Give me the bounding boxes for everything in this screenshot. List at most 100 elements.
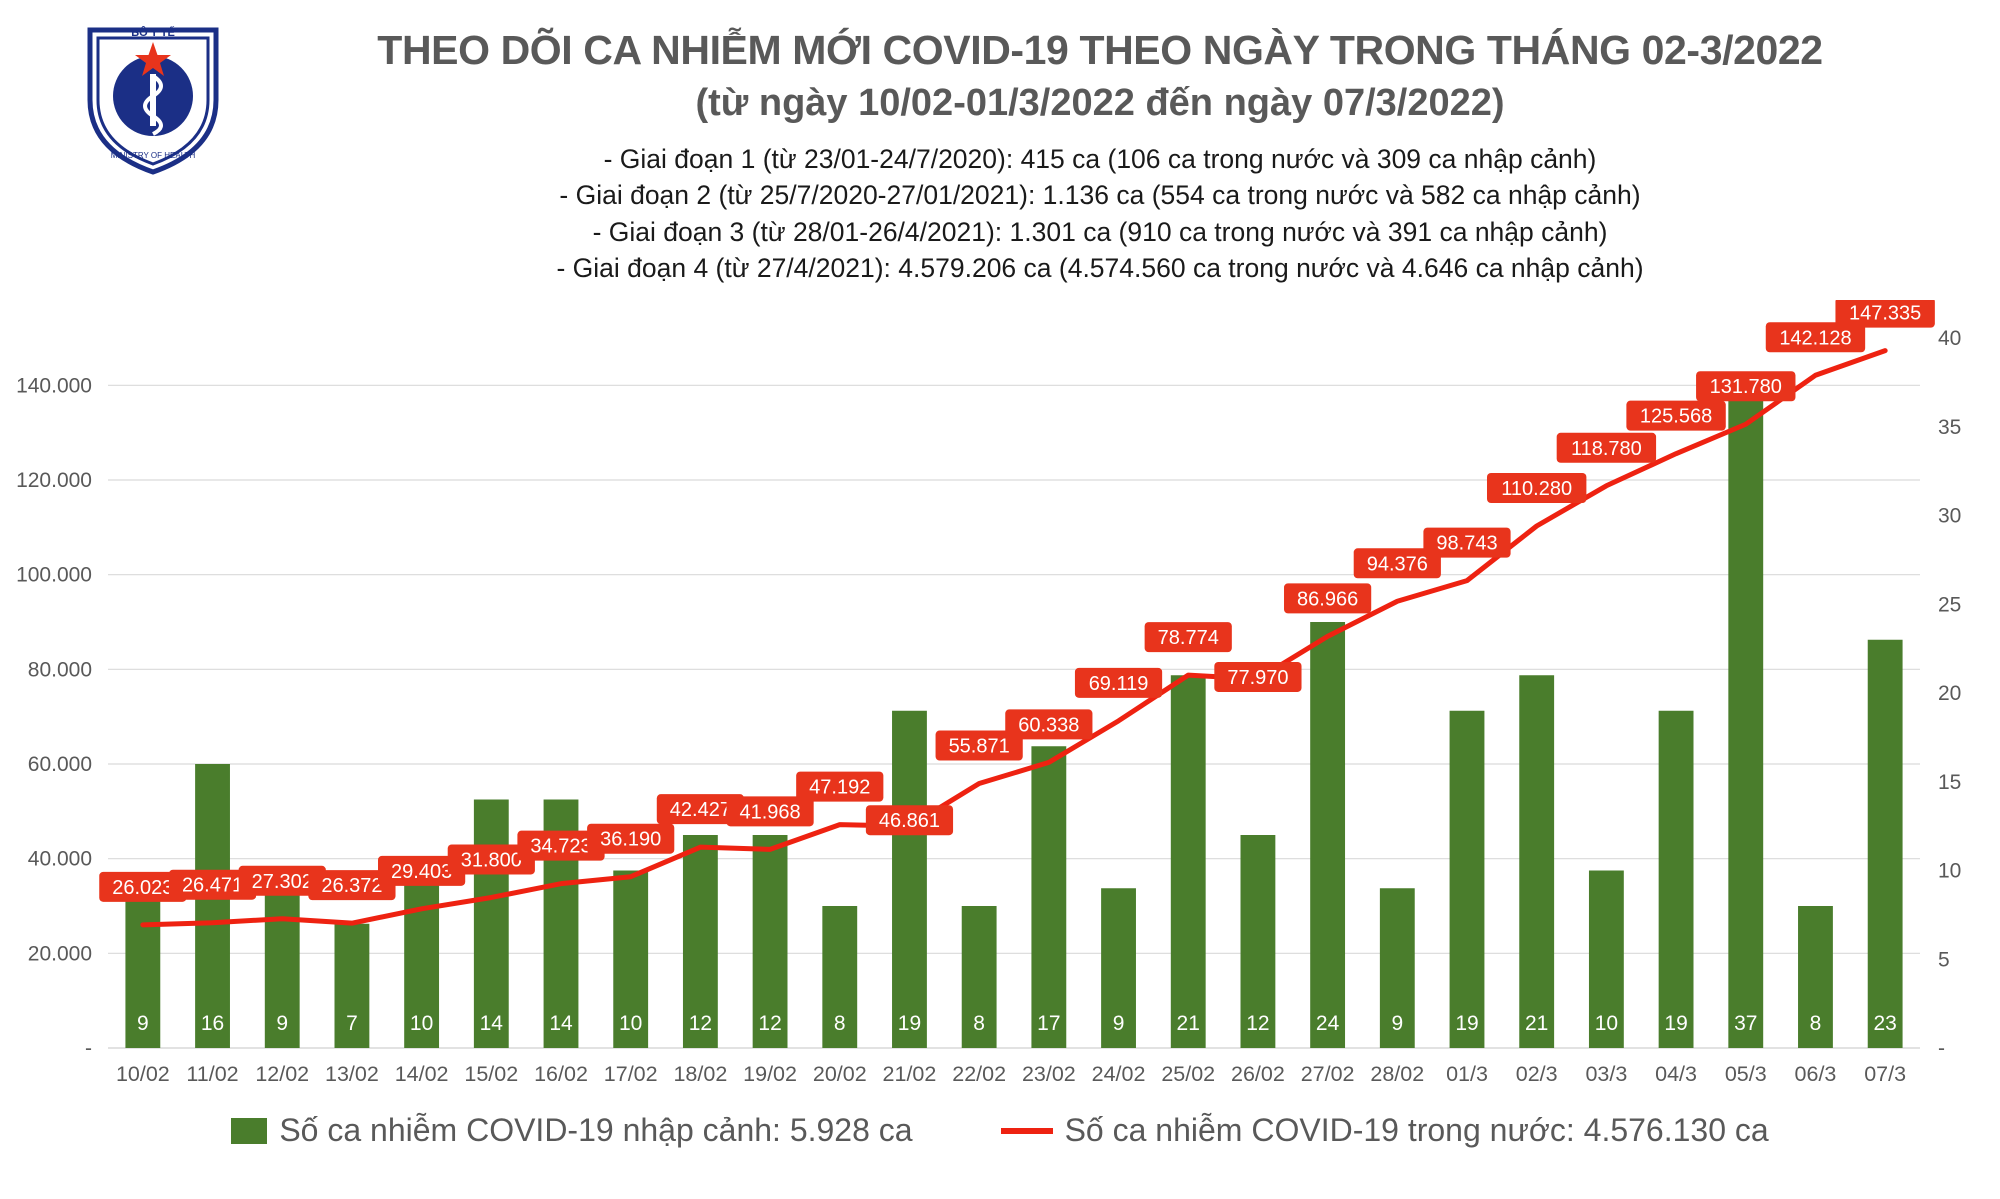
phase-line-3: - Giai đoạn 3 (từ 28/01-26/4/2021): 1.30… — [592, 216, 1608, 247]
bar-imported-cases — [473, 799, 509, 1048]
bar-value-label: 17 — [1037, 1012, 1060, 1035]
legend-swatch-line-icon — [1000, 1127, 1053, 1134]
line-value-label: 147.335 — [1849, 303, 1921, 325]
x-axis-tick-label: 07/3 — [1864, 1062, 1906, 1086]
y-axis-left-tick: 60.000 — [28, 753, 92, 776]
x-axis-tick-label: 23/02 — [1022, 1062, 1076, 1086]
bar-value-label: 16 — [201, 1012, 224, 1035]
bar-imported-cases — [682, 835, 718, 1048]
bar-value-label: 21 — [1525, 1012, 1548, 1035]
line-value-label: 34.723 — [530, 836, 591, 858]
phase-line-4: - Giai đoạn 4 (từ 27/4/2021): 4.579.206 … — [556, 253, 1644, 284]
bar-value-label: 23 — [1873, 1012, 1896, 1035]
chart-header: BỘ Y TẾ MINISTRY OF HEALTH THEO DÕI CA N… — [0, 0, 2000, 320]
bar-value-label: 12 — [689, 1012, 712, 1035]
x-axis-tick-label: 28/02 — [1370, 1062, 1424, 1086]
bar-value-label: 10 — [1595, 1012, 1618, 1035]
line-value-badge — [1074, 667, 1163, 698]
line-value-badge — [1214, 661, 1302, 692]
line-value-badge — [1423, 527, 1511, 558]
line-value-label: 60.338 — [1018, 714, 1079, 736]
bar-imported-cases — [613, 870, 649, 1048]
x-axis-tick-label: 20/02 — [813, 1062, 867, 1086]
x-axis-tick-label: 15/02 — [464, 1062, 518, 1086]
line-value-badge — [1353, 548, 1441, 579]
line-value-badge — [1005, 709, 1093, 740]
x-axis-tick-label: 10/02 — [116, 1062, 170, 1086]
line-value-badge — [1486, 473, 1587, 504]
bar-value-label: 8 — [1810, 1012, 1822, 1035]
line-value-label: 125.568 — [1640, 406, 1712, 428]
phase-line-2: - Giai đoạn 2 (từ 25/7/2020-27/01/2021):… — [559, 180, 1641, 211]
line-value-label: 142.128 — [1779, 327, 1851, 349]
line-value-badge — [168, 869, 257, 900]
legend-swatch-bar-icon — [231, 1117, 268, 1144]
x-axis-tick-label: 18/02 — [673, 1062, 727, 1086]
bar-value-label: 9 — [1113, 1012, 1125, 1035]
chart-legend: Số ca nhiễm COVID-19 nhập cảnh: 5.928 ca… — [0, 1112, 2000, 1149]
bar-imported-cases — [1728, 391, 1764, 1048]
bar-imported-cases — [1449, 710, 1485, 1048]
bar-imported-cases — [752, 835, 788, 1048]
line-value-label: 46.861 — [879, 810, 940, 832]
bar-value-label: 12 — [1246, 1012, 1269, 1035]
bar-value-label: 21 — [1177, 1012, 1200, 1035]
bar-imported-cases — [404, 870, 440, 1048]
chart-subtitle: (từ ngày 10/02-01/3/2022 đến ngày 07/3/2… — [695, 82, 1505, 125]
bar-imported-cases — [1170, 675, 1206, 1048]
bar-value-label: 19 — [898, 1012, 921, 1035]
chart-plot-area: - 20.000 40.000 60.000 80.000 100.000 120.000 1… — [0, 300, 2000, 1100]
bar-imported-cases — [125, 888, 161, 1048]
y-axis-right-tick: 10 — [1938, 860, 1961, 883]
bar-value-label: 9 — [137, 1012, 149, 1035]
bar-imported-cases — [1798, 906, 1833, 1048]
bar-imported-cases — [892, 710, 927, 1048]
line-value-badge — [726, 796, 814, 827]
bar-value-label: 14 — [480, 1012, 504, 1035]
x-axis-tick-label: 16/02 — [534, 1062, 588, 1086]
line-value-label: 41.968 — [739, 801, 800, 823]
line-value-label: 26.372 — [321, 875, 382, 897]
y-axis-right-tick: 15 — [1938, 771, 1961, 794]
bar-imported-cases — [1031, 746, 1067, 1048]
line-value-badge — [1556, 432, 1657, 463]
line-value-label: 26.023 — [112, 877, 173, 899]
line-value-label: 77.970 — [1227, 667, 1288, 689]
line-value-label: 27.302 — [252, 871, 313, 893]
bar-imported-cases — [1588, 870, 1624, 1048]
legend-label-domestic: Số ca nhiễm COVID-19 trong nước: 4.576.1… — [1064, 1112, 1769, 1148]
y-axis-right-tick: 25 — [1938, 593, 1961, 616]
legend-item-imported: Số ca nhiễm COVID-19 nhập cảnh: 5.928 ca — [231, 1112, 913, 1149]
bar-value-label: 9 — [276, 1012, 288, 1035]
bar-value-label: 14 — [549, 1012, 573, 1035]
bar-imported-cases — [1310, 622, 1346, 1048]
bar-imported-cases — [1867, 639, 1903, 1048]
line-value-label: 47.192 — [809, 777, 870, 799]
bar-value-label: 12 — [758, 1012, 781, 1035]
y-axis-right-tick: - — [1938, 1037, 1945, 1060]
line-value-label: 98.743 — [1436, 533, 1497, 555]
chart-title: THEO DÕI CA NHIỄM MỚI COVID-19 THEO NGÀY… — [377, 27, 1823, 73]
x-axis-tick-label: 06/3 — [1795, 1062, 1837, 1086]
x-axis-tick-label: 03/3 — [1585, 1062, 1627, 1086]
bar-imported-cases — [195, 764, 230, 1048]
x-axis-tick-label: 27/02 — [1301, 1062, 1355, 1086]
bar-imported-cases — [1519, 675, 1555, 1048]
line-value-label: 86.966 — [1297, 588, 1358, 610]
x-axis-tick-label: 21/02 — [883, 1062, 937, 1086]
line-value-label: 110.280 — [1501, 478, 1572, 500]
line-value-label: 78.774 — [1158, 627, 1219, 649]
bar-imported-cases — [1379, 888, 1415, 1048]
title-block: THEO DÕI CA NHIỄM MỚI COVID-19 THEO NGÀY… — [250, 26, 1950, 287]
x-axis-tick-label: 25/02 — [1161, 1062, 1215, 1086]
y-axis-right-tick: 5 — [1938, 948, 1950, 971]
line-value-badge — [1765, 322, 1866, 353]
line-value-badge — [238, 865, 326, 896]
bar-imported-cases — [334, 923, 370, 1048]
y-axis-right-tick: 30 — [1938, 505, 1961, 528]
x-axis-tick-label: 13/02 — [325, 1062, 379, 1086]
line-value-badge — [447, 844, 535, 875]
legend-label-imported: Số ca nhiễm COVID-19 nhập cảnh: 5.928 ca — [279, 1112, 913, 1148]
bar-value-label: 7 — [346, 1012, 358, 1035]
bar-imported-cases — [961, 906, 997, 1048]
